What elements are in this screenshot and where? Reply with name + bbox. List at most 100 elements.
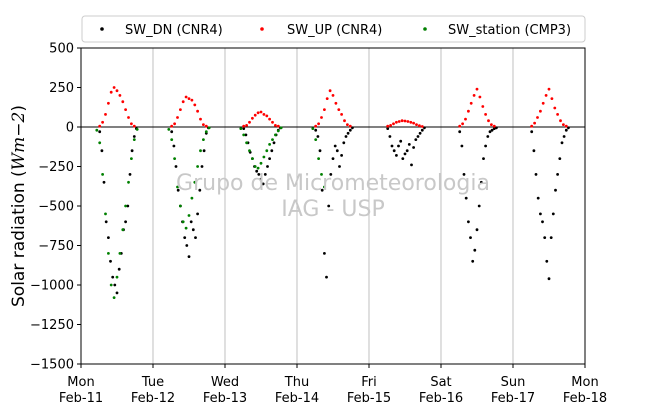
data-point bbox=[472, 94, 476, 97]
data-point bbox=[458, 124, 462, 128]
data-point bbox=[107, 252, 110, 255]
data-point bbox=[266, 165, 269, 168]
data-point bbox=[121, 228, 125, 232]
x-tick-day: Wed bbox=[211, 375, 239, 390]
x-tick-date: Feb-11 bbox=[59, 391, 103, 406]
data-point bbox=[410, 163, 413, 167]
y-tick-label: −1250 bbox=[30, 318, 74, 333]
data-point bbox=[104, 113, 107, 116]
data-point bbox=[406, 120, 410, 123]
data-point bbox=[348, 128, 352, 132]
data-point bbox=[539, 109, 542, 113]
x-tick-date: Feb-15 bbox=[347, 391, 391, 406]
data-point bbox=[190, 196, 194, 200]
data-point bbox=[115, 275, 119, 279]
data-point bbox=[469, 236, 472, 240]
data-point bbox=[193, 180, 197, 184]
x-tick-date: Feb-17 bbox=[491, 391, 535, 406]
data-point bbox=[276, 129, 280, 133]
data-point bbox=[423, 126, 426, 130]
data-point bbox=[532, 149, 536, 153]
data-point bbox=[107, 236, 110, 240]
data-point bbox=[98, 124, 102, 128]
data-points bbox=[95, 86, 570, 299]
data-point bbox=[539, 212, 542, 216]
data-point bbox=[176, 188, 180, 192]
data-point bbox=[467, 220, 470, 224]
data-point bbox=[564, 128, 568, 132]
data-point bbox=[547, 277, 551, 281]
data-point bbox=[323, 185, 326, 189]
data-point bbox=[490, 123, 493, 126]
data-point bbox=[271, 120, 274, 124]
y-tick-label: −750 bbox=[38, 239, 74, 254]
data-point bbox=[245, 141, 249, 145]
legend-label-sw-dn: SW_DN (CNR4) bbox=[125, 23, 223, 38]
data-point bbox=[196, 109, 200, 113]
data-point bbox=[239, 127, 243, 130]
data-point bbox=[556, 113, 559, 116]
y-axis-label-close: ) bbox=[9, 105, 29, 112]
x-tick-date: Feb-13 bbox=[203, 391, 247, 406]
data-point bbox=[415, 123, 418, 126]
x-tick-date: Feb-18 bbox=[563, 391, 607, 406]
data-point bbox=[259, 161, 263, 165]
data-point bbox=[331, 157, 335, 161]
x-tick-day: Mon bbox=[571, 375, 598, 390]
data-point bbox=[541, 220, 544, 224]
data-point bbox=[554, 188, 557, 192]
watermark-line-1: Grupo de Micrometeorologia bbox=[176, 171, 490, 196]
data-point bbox=[348, 124, 352, 128]
data-point bbox=[401, 157, 405, 161]
data-point bbox=[115, 89, 119, 93]
y-axis-label-math: Wm−2 bbox=[9, 112, 29, 171]
data-point bbox=[397, 144, 400, 148]
data-point bbox=[316, 135, 320, 138]
data-point bbox=[128, 173, 132, 176]
data-point bbox=[479, 180, 483, 184]
data-point bbox=[170, 124, 174, 128]
data-point bbox=[338, 165, 341, 168]
data-point bbox=[253, 165, 257, 168]
data-point bbox=[244, 133, 248, 137]
series-1-points bbox=[98, 86, 568, 128]
data-point bbox=[567, 126, 570, 130]
data-point bbox=[388, 135, 392, 138]
data-point bbox=[112, 296, 116, 299]
data-point bbox=[126, 204, 130, 208]
data-point bbox=[534, 173, 538, 176]
data-point bbox=[183, 236, 187, 240]
data-point bbox=[311, 127, 315, 130]
x-tick-date: Feb-16 bbox=[419, 391, 463, 406]
data-point bbox=[344, 135, 348, 138]
data-point bbox=[458, 130, 462, 134]
data-point bbox=[262, 155, 266, 159]
data-point bbox=[199, 117, 202, 121]
y-axis-ticks: −1500 −1250 −1000 −750 −500 −250 0 250 500 bbox=[30, 42, 81, 373]
data-point bbox=[202, 138, 205, 142]
data-point bbox=[253, 113, 257, 117]
data-point bbox=[184, 226, 188, 230]
data-point bbox=[268, 143, 271, 146]
data-point bbox=[268, 117, 271, 121]
data-point bbox=[102, 180, 106, 184]
data-point bbox=[530, 130, 534, 134]
legend-marker-sw-dn bbox=[100, 27, 104, 31]
data-point bbox=[420, 128, 424, 132]
data-point bbox=[530, 124, 534, 128]
data-point bbox=[274, 133, 277, 137]
data-point bbox=[202, 149, 206, 153]
data-point bbox=[187, 214, 191, 217]
data-point bbox=[471, 259, 475, 263]
data-point bbox=[167, 127, 171, 131]
data-point bbox=[482, 157, 485, 161]
data-point bbox=[207, 126, 211, 130]
data-point bbox=[560, 141, 564, 145]
data-point bbox=[121, 100, 125, 104]
data-point bbox=[98, 141, 102, 145]
data-point bbox=[242, 133, 246, 137]
data-point bbox=[547, 87, 551, 91]
data-point bbox=[562, 123, 565, 126]
data-point bbox=[335, 149, 339, 153]
data-point bbox=[403, 152, 407, 156]
